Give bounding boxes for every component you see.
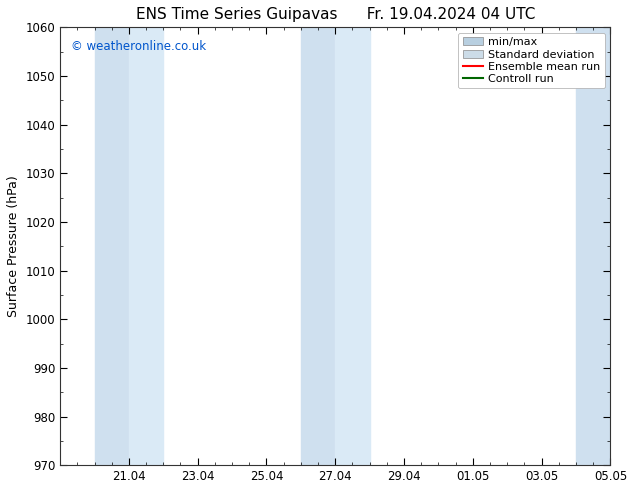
Bar (129, 27, 164, 465)
Text: © weatheronline.co.uk: © weatheronline.co.uk (71, 40, 206, 53)
Bar (301, 27, 335, 465)
Legend: min/max, Standard deviation, Ensemble mean run, Controll run: min/max, Standard deviation, Ensemble me… (458, 33, 605, 88)
Bar (576, 27, 628, 465)
Title: ENS Time Series Guipavas      Fr. 19.04.2024 04 UTC: ENS Time Series Guipavas Fr. 19.04.2024 … (136, 7, 535, 22)
Bar (94, 27, 129, 465)
Y-axis label: Surface Pressure (hPa): Surface Pressure (hPa) (7, 175, 20, 317)
Bar (335, 27, 370, 465)
